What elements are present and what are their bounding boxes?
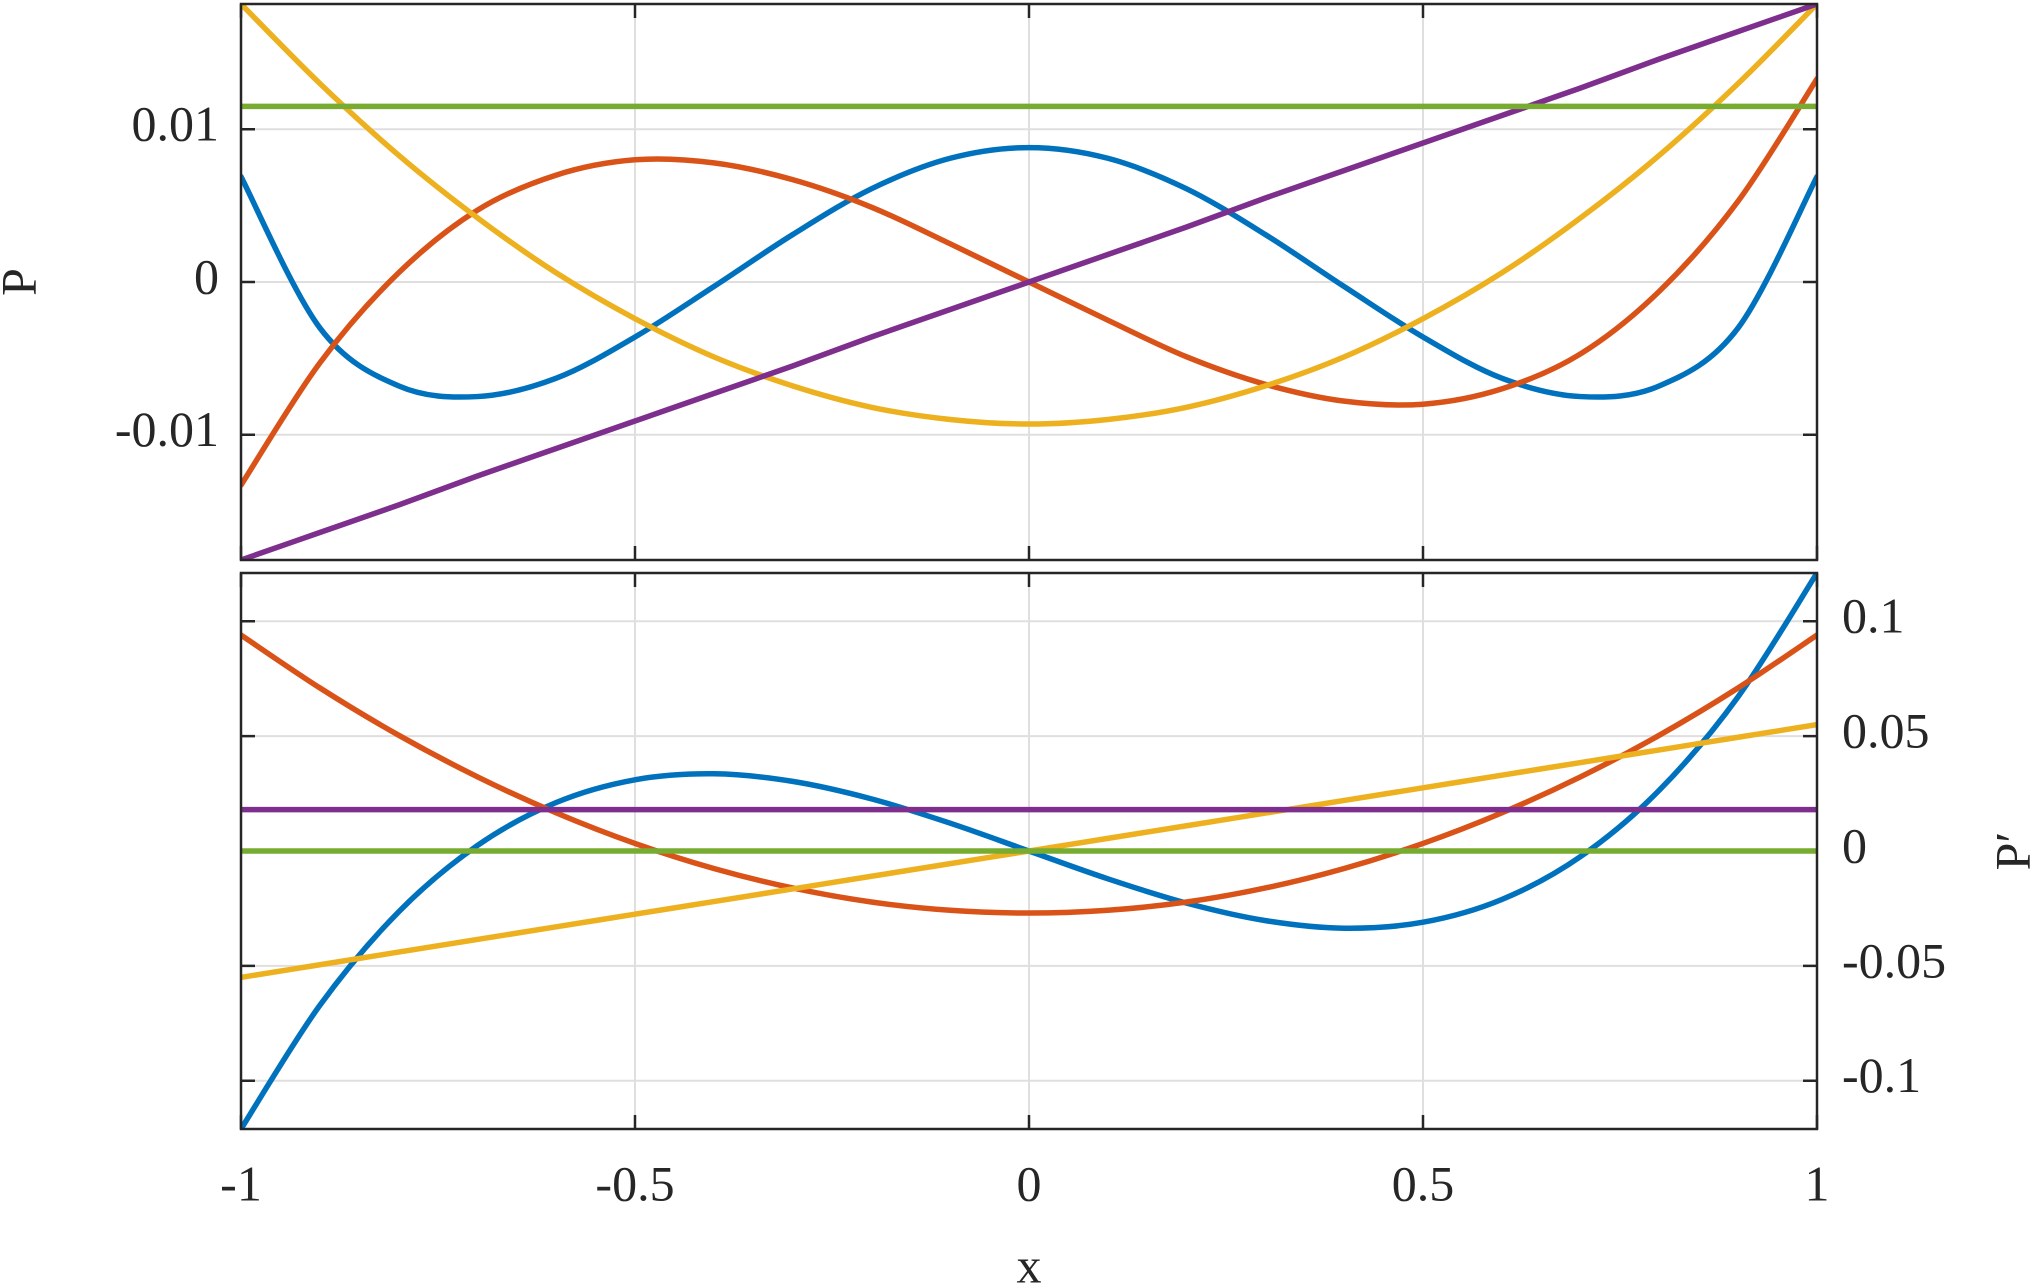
data-line	[241, 4, 1817, 427]
x-tick-label: 0	[1017, 1155, 1042, 1211]
x-tick-label: -0.5	[595, 1155, 674, 1211]
y-axis-label: P′	[1984, 832, 2040, 871]
x-tick-label: -1	[220, 1155, 262, 1211]
x-tick-label: 0.5	[1392, 1155, 1455, 1211]
data-line	[241, 4, 1817, 560]
x-axis-label: x	[1017, 1237, 1042, 1286]
data-line	[241, 144, 1817, 400]
y-tick-label: -0.01	[115, 401, 219, 457]
y-tick-label: -0.1	[1842, 1047, 1921, 1103]
axes-frame	[239, 571, 1819, 1131]
y-axis-label: P	[0, 268, 46, 296]
y-tick-label: 0	[1842, 817, 1867, 873]
y-tick-label: -0.05	[1842, 932, 1946, 988]
y-tick-label: 0	[194, 248, 219, 304]
x-tick-label: 1	[1805, 1155, 1830, 1211]
y-tick-label: 0.1	[1842, 588, 1905, 644]
axes-frame	[239, 2, 1819, 562]
y-tick-label: 0.01	[132, 96, 220, 152]
y-tick-label: 0.05	[1842, 703, 1930, 759]
data-line	[241, 632, 1817, 916]
